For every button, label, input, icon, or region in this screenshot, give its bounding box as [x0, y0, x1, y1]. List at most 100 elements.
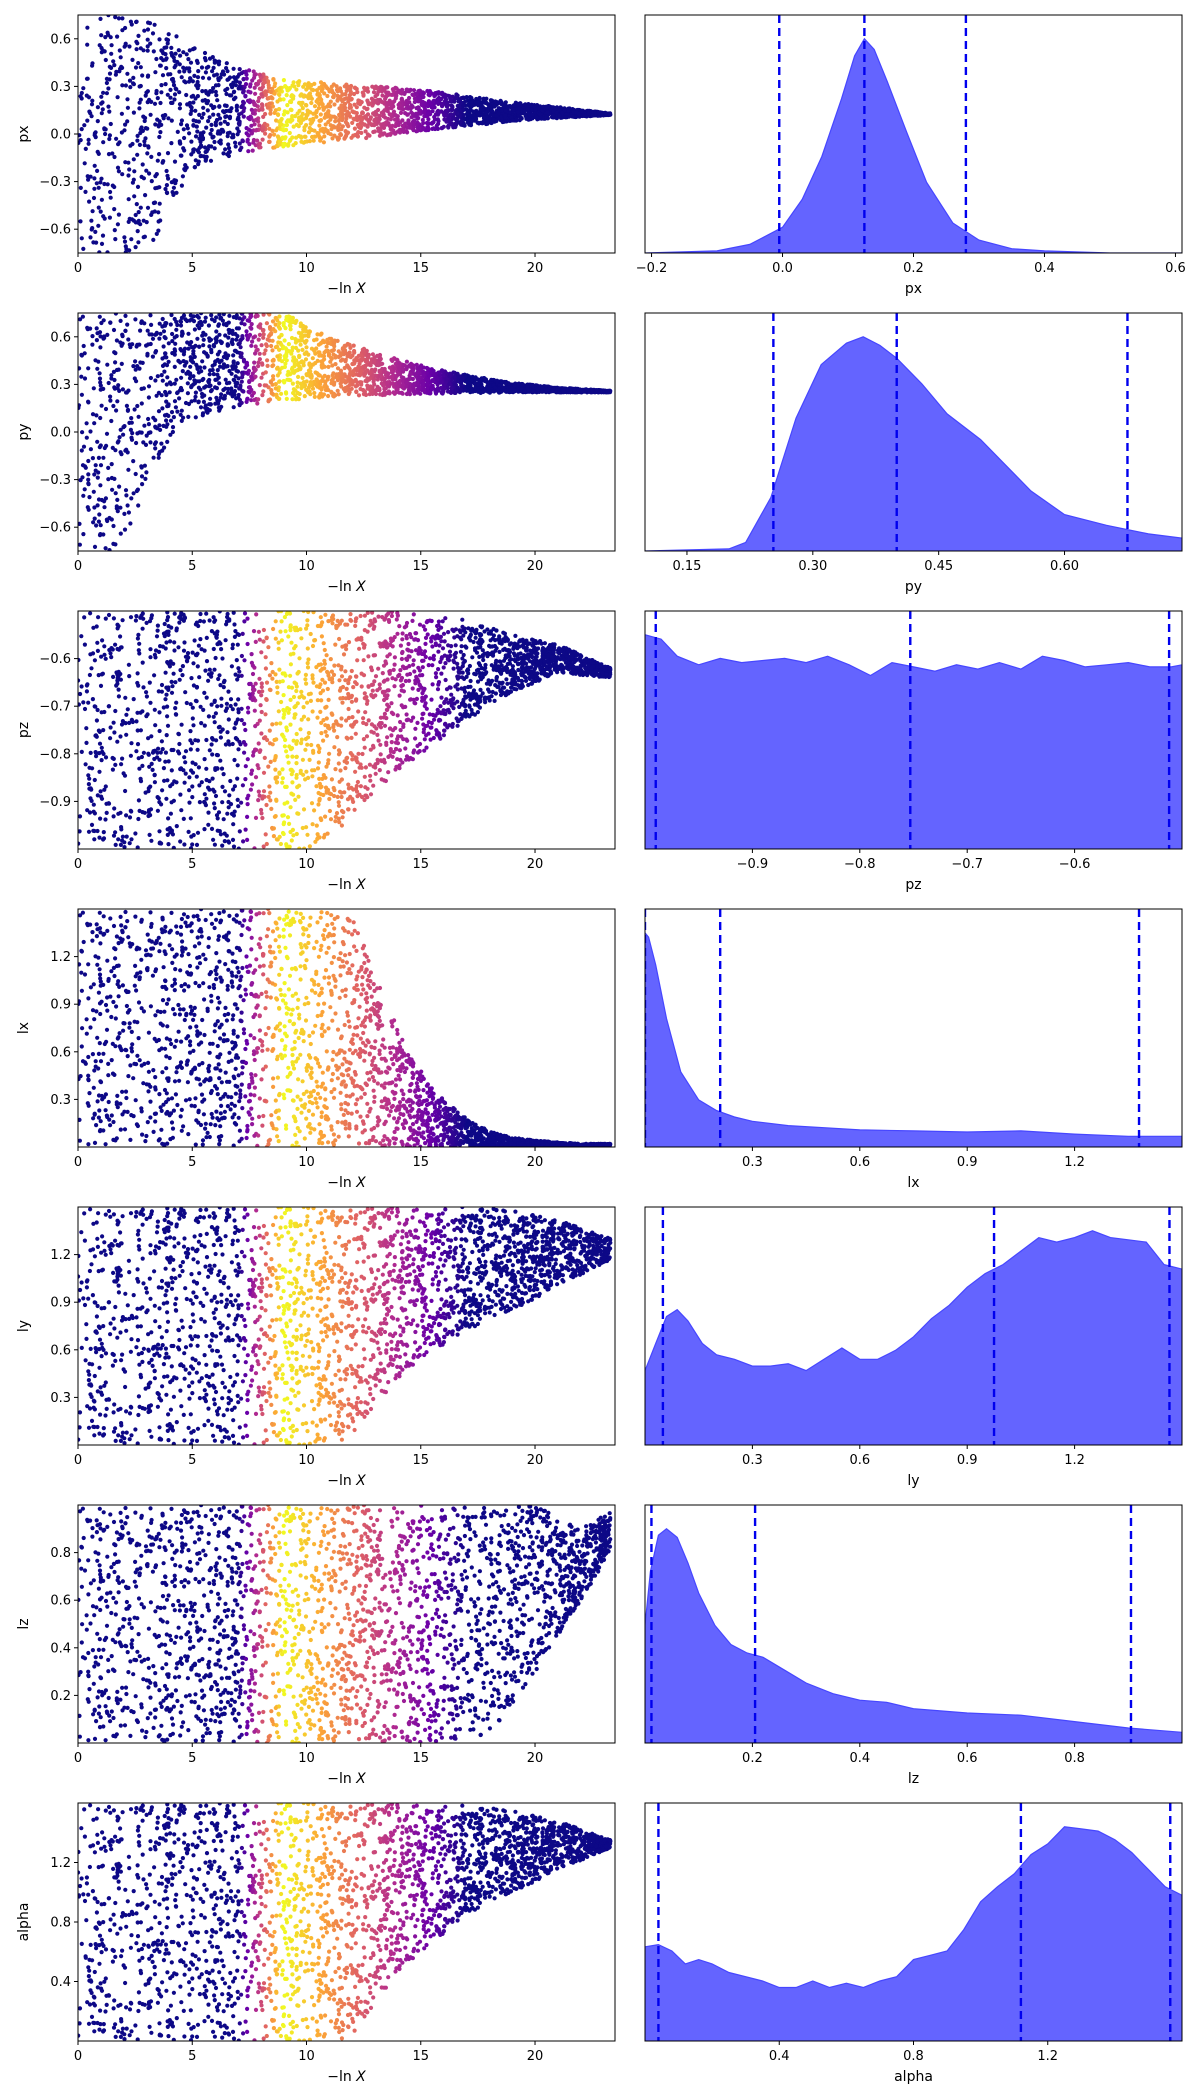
- sample-point: [108, 189, 113, 195]
- sample-point: [95, 168, 100, 173]
- sample-point: [300, 106, 305, 111]
- sample-point: [408, 125, 413, 130]
- sample-point: [156, 219, 161, 224]
- sample-point: [279, 359, 285, 364]
- sample-point: [178, 412, 183, 417]
- sample-point: [98, 523, 103, 528]
- sample-point: [172, 92, 178, 97]
- sample-point: [193, 415, 198, 420]
- sample-point: [321, 140, 326, 145]
- sample-point: [290, 365, 295, 370]
- sample-point: [452, 99, 457, 104]
- sample-point: [239, 104, 244, 110]
- sample-point: [349, 370, 354, 375]
- sample-point: [234, 337, 239, 342]
- sample-point: [79, 236, 84, 241]
- sample-point: [97, 445, 102, 450]
- sample-point: [293, 141, 298, 146]
- sample-point: [111, 403, 116, 409]
- sample-point: [236, 376, 241, 381]
- sample-point: [293, 114, 298, 119]
- sample-point: [436, 110, 441, 115]
- sample-point: [239, 379, 244, 384]
- sample-point: [435, 97, 440, 102]
- sample-point: [120, 334, 125, 339]
- sample-point: [213, 336, 218, 341]
- sample-point: [488, 98, 493, 103]
- sample-point: [233, 140, 238, 145]
- sample-point: [126, 173, 131, 178]
- sample-point: [326, 131, 331, 136]
- sample-point: [134, 19, 139, 24]
- sample-point: [195, 79, 200, 85]
- sample-point: [131, 110, 136, 115]
- sample-point: [157, 201, 162, 206]
- sample-point: [331, 82, 336, 87]
- sample-point: [213, 120, 218, 125]
- sample-point: [103, 546, 108, 551]
- sample-point: [296, 361, 301, 366]
- sample-point: [204, 154, 209, 159]
- sample-point: [441, 387, 446, 392]
- panel-1-posterior: −0.2 0.0 0.2 0.4 0.6px: [636, 14, 1186, 297]
- sample-point: [191, 123, 196, 128]
- sample-point: [94, 338, 99, 343]
- sample-point: [331, 371, 336, 376]
- sample-point: [274, 344, 280, 349]
- sample-point: [398, 120, 403, 125]
- sample-point: [270, 348, 275, 353]
- sample-point: [432, 114, 437, 120]
- sample-point: [226, 386, 231, 392]
- sample-point: [309, 100, 314, 106]
- sample-point: [86, 400, 91, 405]
- sample-point: [92, 176, 97, 181]
- sample-point: [373, 391, 379, 397]
- sample-point: [198, 139, 203, 144]
- sample-point: [131, 364, 136, 369]
- sample-point: [91, 489, 96, 494]
- sample-point: [490, 389, 496, 394]
- sample-point: [410, 376, 415, 382]
- sample-point: [333, 115, 338, 120]
- sample-point: [579, 109, 584, 114]
- sample-point: [249, 107, 254, 112]
- sample-point: [109, 517, 114, 522]
- sample-point: [112, 63, 117, 68]
- sample-point: [84, 435, 89, 440]
- sample-point: [138, 46, 143, 51]
- sample-point: [107, 71, 113, 76]
- sample-point: [209, 313, 214, 318]
- sample-point: [155, 374, 160, 379]
- sample-point: [251, 140, 256, 145]
- sample-point: [104, 517, 109, 522]
- sample-point: [119, 111, 124, 116]
- sample-point: [240, 138, 245, 143]
- sample-point: [331, 352, 336, 357]
- sample-point: [120, 387, 125, 392]
- sample-point: [188, 60, 194, 65]
- sample-point: [453, 382, 458, 387]
- sample-point: [154, 56, 159, 62]
- sample-point: [123, 448, 128, 453]
- sample-point: [183, 317, 188, 322]
- sample-point: [99, 197, 104, 202]
- sample-point: [208, 158, 214, 163]
- sample-point: [105, 362, 110, 367]
- sample-point: [191, 374, 196, 379]
- sample-point: [469, 100, 474, 105]
- sample-point: [207, 377, 212, 383]
- sample-point: [360, 121, 365, 126]
- sample-point: [243, 94, 248, 99]
- sample-point: [415, 370, 420, 375]
- sample-point: [287, 323, 293, 328]
- sample-point: [146, 395, 151, 400]
- sample-point: [477, 96, 482, 101]
- sample-point: [466, 102, 471, 107]
- sample-point: [212, 73, 217, 78]
- sample-point: [162, 445, 167, 450]
- sample-point: [410, 92, 415, 97]
- sample-point: [149, 99, 154, 104]
- sample-point: [517, 106, 522, 111]
- sample-point: [484, 100, 489, 105]
- sample-point: [281, 127, 286, 132]
